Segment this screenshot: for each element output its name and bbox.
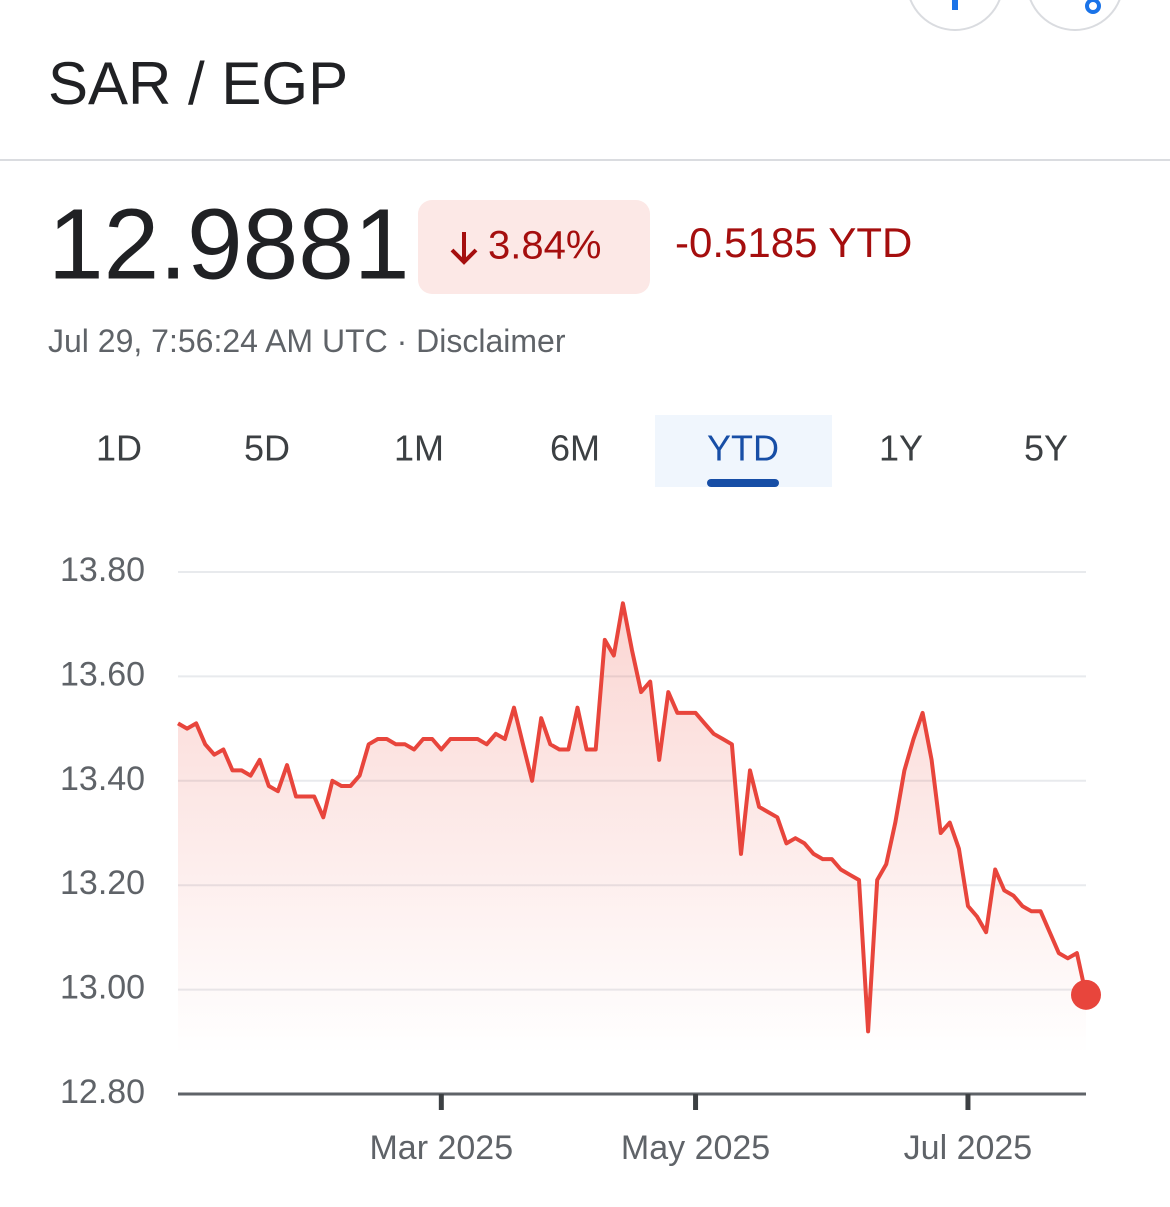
share-button[interactable] bbox=[1027, 0, 1123, 31]
follow-button[interactable] bbox=[907, 0, 1003, 31]
range-tab[interactable]: 5Y bbox=[1024, 428, 1068, 469]
y-tick-label: 13.20 bbox=[60, 864, 145, 902]
y-tick-label: 13.40 bbox=[60, 760, 145, 798]
time: Jul 29, 7:56:24 AM UTC bbox=[48, 323, 388, 359]
y-tick-label: 13.00 bbox=[60, 969, 145, 1007]
range-tab[interactable]: 1D bbox=[96, 428, 142, 469]
active-tab-bg bbox=[655, 415, 832, 487]
price-line bbox=[177, 601, 1088, 1034]
range-tabs: 1D 5D 1M 6M YTD 1Y 5Y bbox=[96, 415, 1068, 487]
range-tab[interactable]: YTD bbox=[707, 428, 779, 469]
timestamp: Jul 29, 7:56:24 AM UTC · Disclaimer bbox=[48, 323, 566, 359]
current-point bbox=[1071, 979, 1101, 1010]
range-tab[interactable]: 1M bbox=[394, 428, 444, 469]
range-tab[interactable]: 5D bbox=[244, 428, 290, 469]
down-arrow bbox=[450, 232, 478, 265]
change-ytd: -0.5185 YTD bbox=[675, 219, 912, 266]
x-tick-label: May 2025 bbox=[621, 1129, 770, 1167]
range-tab[interactable]: 1Y bbox=[879, 428, 923, 469]
y-tick-label: 13.60 bbox=[60, 655, 145, 693]
chart: 12.80 13.00 13.20 13.40 13.60 13.80 Mar 2025 Ma… bbox=[60, 551, 1101, 1167]
change-percent: 3.84% bbox=[488, 224, 601, 268]
separator: · bbox=[397, 323, 408, 359]
title: SAR / EGP bbox=[48, 50, 348, 117]
y-tick-label: 12.80 bbox=[60, 1073, 145, 1111]
area-fill bbox=[178, 603, 1086, 1054]
follow-icon bbox=[952, 0, 958, 10]
active-tab-indicator bbox=[707, 479, 779, 487]
share-icon bbox=[1085, 0, 1101, 14]
disclaimer-link[interactable]: Disclaimer bbox=[416, 323, 566, 359]
x-tick-label: Mar 2025 bbox=[369, 1129, 513, 1167]
x-tick-label: Jul 2025 bbox=[904, 1129, 1033, 1167]
change-badge bbox=[418, 200, 650, 294]
price: 12.9881 bbox=[48, 188, 409, 300]
range-tab[interactable]: 6M bbox=[550, 428, 600, 469]
y-tick-label: 13.80 bbox=[60, 551, 145, 589]
